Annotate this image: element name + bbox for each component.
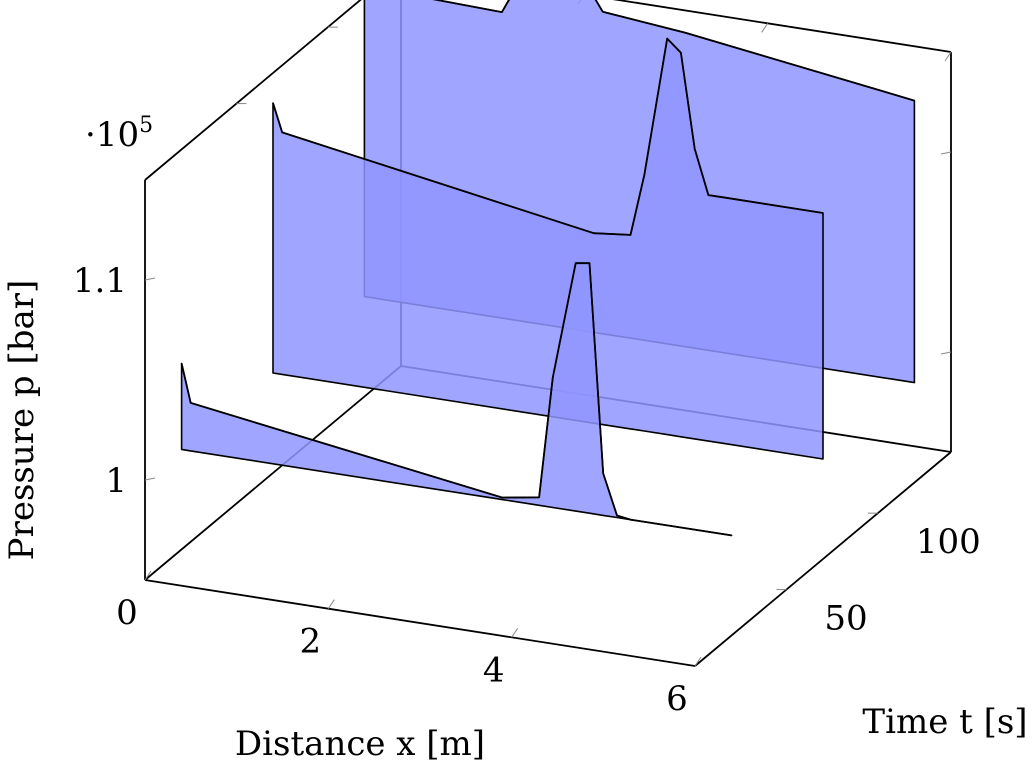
z-tick <box>144 477 156 481</box>
series-line-t70 <box>272 37 824 236</box>
y-axis-label: Time t [s] <box>862 702 1027 742</box>
x-tick <box>944 51 952 62</box>
z-tick-label: 1.1 <box>73 261 127 301</box>
x-tick-label: 6 <box>666 679 688 719</box>
x-tick <box>144 570 152 581</box>
y-tick-label: 50 <box>824 599 867 639</box>
z-tick <box>144 277 156 281</box>
x-tick-label: 4 <box>483 650 505 690</box>
x-tick <box>761 23 769 33</box>
x-tick <box>327 599 335 609</box>
series-line-t120 <box>432 0 915 102</box>
x-tick <box>511 628 519 638</box>
x-tick-label: 2 <box>300 622 322 662</box>
x-tick-label: 0 <box>116 593 138 633</box>
frame-edge <box>144 0 362 181</box>
axis-ticks <box>144 0 952 667</box>
tick-labels: 0 2 4 6 50 100 1 1.1 <box>73 261 981 719</box>
x-axis-label: Distance x [m] <box>235 724 485 764</box>
series-line-t20 <box>180 262 732 537</box>
frame-edge <box>694 451 952 667</box>
z-tick <box>940 151 952 155</box>
frame-edge <box>612 0 952 53</box>
z-tick-label: 1 <box>105 461 127 501</box>
data-ribbons <box>180 0 916 537</box>
x-tick <box>694 656 702 667</box>
z-tick <box>940 351 952 355</box>
z-multiplier-label: ·105 <box>85 113 153 155</box>
z-axis-label: Pressure p [bar] <box>2 280 42 561</box>
frame-edge <box>144 365 402 581</box>
y-tick-label: 100 <box>916 522 981 562</box>
frame-edge <box>144 579 696 667</box>
